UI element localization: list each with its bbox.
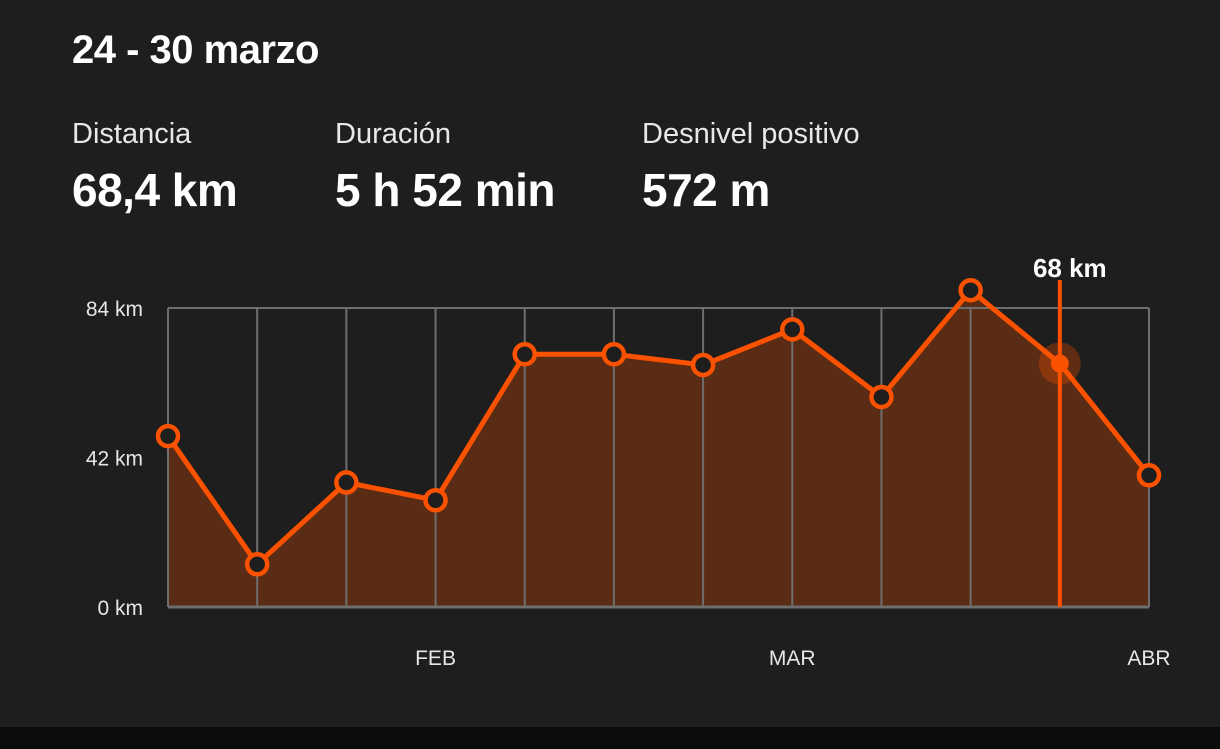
data-point[interactable] [958,277,983,303]
data-point[interactable] [780,317,805,342]
stat-duration-value: 5 h 52 min [335,164,555,216]
stat-distance-label: Distancia [72,118,192,150]
distance-line [165,287,1151,567]
data-point[interactable] [601,342,627,367]
x-tick-label: ABR [1127,647,1170,670]
stat-duration-label: Duración [335,118,452,150]
y-tick-label: 0 km [97,597,143,620]
week-title: 24 - 30 marzo [72,28,319,72]
selected-week-value-label: 68 km [1033,253,1107,283]
data-point[interactable] [1136,463,1162,488]
stat-elevation: Desnivel positivo 572 m [642,118,860,217]
data-point[interactable] [244,552,270,577]
data-point[interactable] [869,384,894,410]
data-point[interactable] [512,342,537,367]
data-point[interactable] [690,352,716,378]
data-point[interactable] [155,423,181,449]
area-fill [168,290,1149,607]
data-point[interactable] [423,487,448,513]
x-tick-label: MAR [769,647,816,670]
bottom-bar [0,727,1220,749]
stat-duration: Duración 5 h 52 min [335,118,555,217]
data-point[interactable] [334,470,359,495]
y-tick-label: 42 km [86,448,143,471]
stat-distance: Distancia 68,4 km [72,118,238,217]
stat-elevation-label: Desnivel positivo [642,118,860,150]
stat-distance-value: 68,4 km [72,164,238,216]
selected-point[interactable] [1050,354,1069,373]
stat-elevation-value: 572 m [642,164,770,216]
x-tick-label: FEB [415,647,456,670]
y-tick-label: 84 km [86,298,143,321]
